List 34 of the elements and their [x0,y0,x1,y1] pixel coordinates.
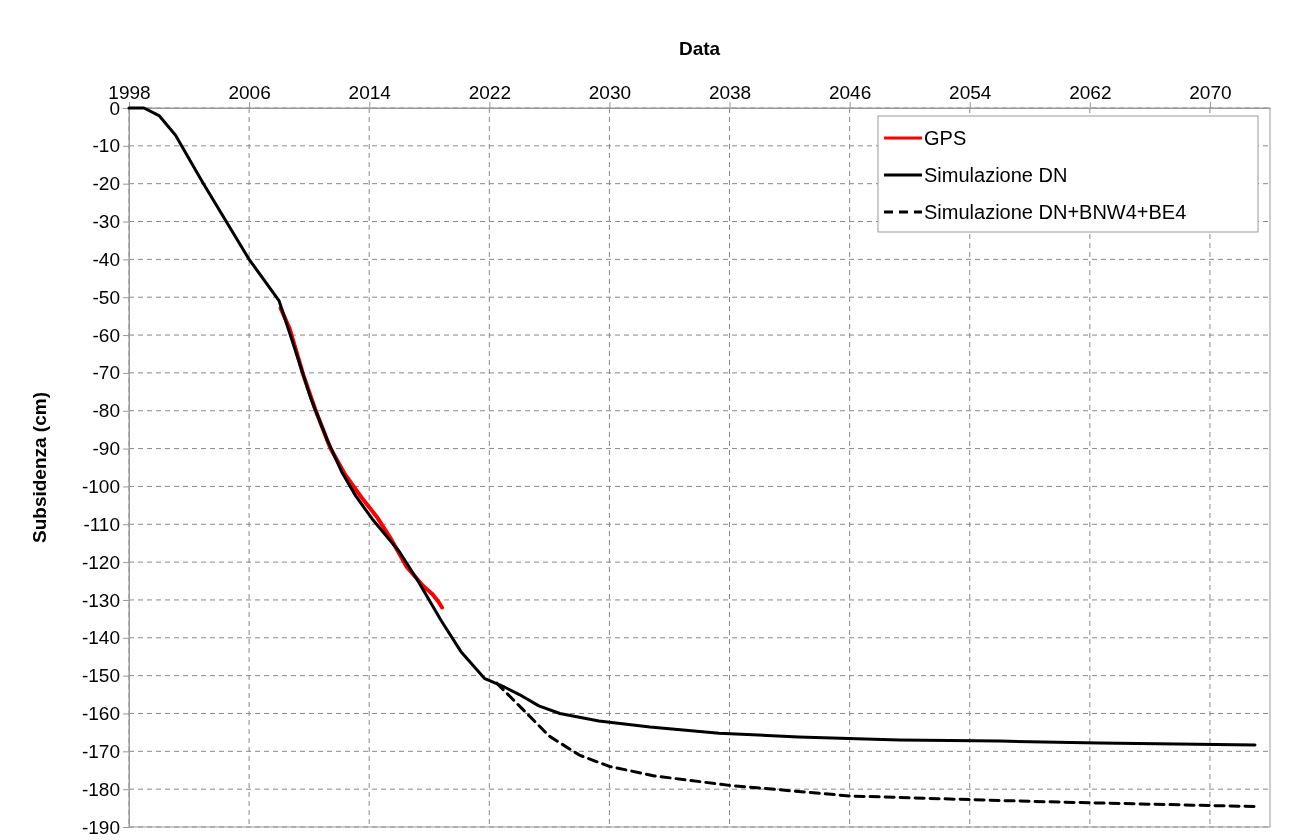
y-tick-label: -110 [83,513,120,535]
x-tick-label: 2070 [1189,82,1232,103]
x-tick-label: 2022 [468,82,511,103]
y-tick-label: -80 [92,400,120,422]
y-tick-label: -170 [81,740,120,762]
y-tick-label: -130 [81,589,120,611]
y-tick-label: -120 [81,551,120,573]
y-tick-label: -40 [92,248,120,270]
x-tick-label: 2006 [228,82,271,103]
y-tick-label: -70 [92,362,120,384]
y-tick-label: -30 [92,211,120,233]
y-tick-label: -20 [92,173,120,195]
y-tick-label: -180 [81,778,120,800]
legend-label: Simulazione DN [924,164,1068,186]
x-tick-label: 2054 [949,82,992,103]
x-tick-label: 2030 [588,82,632,103]
x-tick-label: 2014 [348,82,392,103]
y-tick-label: -140 [81,627,120,649]
legend-label: GPS [924,127,967,149]
y-tick-label: -150 [81,665,120,687]
y-tick-label: -60 [92,324,120,346]
x-tick-label: 1998 [108,82,151,103]
x-tick-label: 2046 [828,82,872,103]
y-tick-label: -100 [81,476,120,497]
y-tick-label: -50 [92,286,120,308]
y-tick-label: -90 [92,438,120,460]
y-tick-label: -160 [81,703,120,725]
x-axis-title: Data [678,38,721,59]
y-tick-label: -190 [81,816,120,838]
legend-label: Simulazione DN+BNW4+BE4 [924,201,1187,223]
y-tick-label: -10 [92,135,120,157]
x-tick-label: 2038 [708,82,752,103]
y-axis-title: Subsidenza (cm) [29,392,50,543]
x-tick-label: 2062 [1069,82,1112,103]
